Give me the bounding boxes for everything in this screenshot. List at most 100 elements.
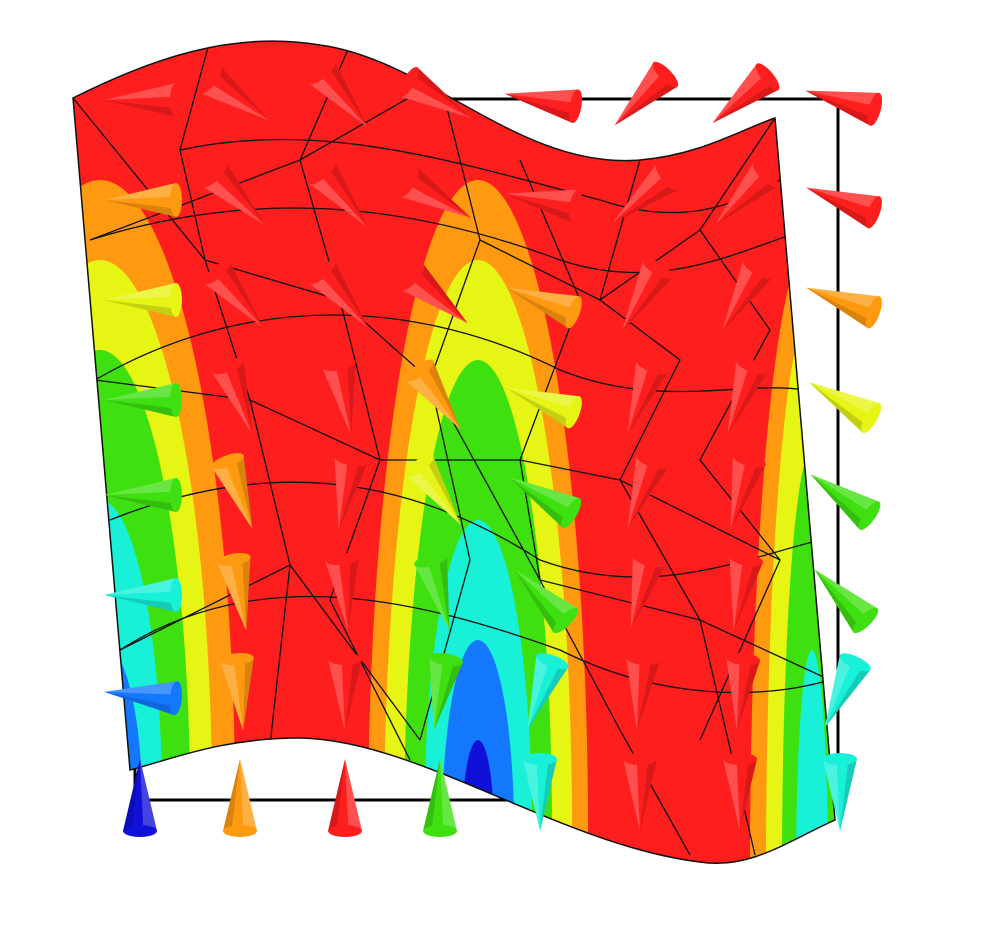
mesh-line [299,44,411,761]
vector-arrow-cone [308,60,369,128]
cone-highlight [623,759,640,831]
cone-highlight [506,387,580,410]
cone-highlight [523,759,540,831]
cone-highlight [104,681,178,695]
cone-shade [215,65,270,121]
cone-base [216,552,251,567]
cone-shade [417,263,468,324]
vector-arrow-cone [104,383,182,417]
vector-arrow-cone [328,759,362,837]
vector-arrow-cone [423,759,457,837]
cone-base [201,161,228,188]
vector-arrow-cone [622,258,674,332]
cone-base [324,553,359,566]
cone-base [742,258,774,279]
cone-shade [504,193,574,223]
vector-arrow-cone [614,61,679,126]
cone-highlight [726,657,740,731]
vector-arrow-cone [405,359,461,430]
cone-highlight [727,360,750,434]
mesh-line [119,564,421,741]
vector-arrow-cone [806,187,882,229]
vector-arrow-cone [504,189,583,224]
cone-body [627,455,669,529]
cone-body [400,67,472,118]
cone-highlight [805,90,880,107]
cone-highlight [104,383,176,400]
vector-arrow-cone [328,653,362,731]
vector-arrow-cone [199,65,270,121]
cone-highlight [612,163,666,224]
contour-band-cyan [796,649,828,864]
vector-arrow-cone [400,263,468,324]
cone-body [414,555,450,630]
cone-base [223,825,257,837]
vector-arrow-cone [527,653,569,729]
cone-shade [223,759,240,831]
cone-body [104,383,176,417]
cone-shade [328,161,369,228]
cone-base [652,61,679,88]
cone-base [823,753,857,765]
cone-base [565,296,582,329]
cone-body [810,474,880,530]
cone-body [104,183,176,217]
vector-arrow-cone [429,652,464,731]
cone-shade [243,657,254,731]
cone-shade [438,555,450,630]
cone-base [170,83,182,117]
cone-body [726,657,761,731]
cone-shade [640,759,657,831]
vector-arrow-cone [398,166,472,218]
cone-highlight [308,174,369,228]
cone-shade [223,261,264,328]
cone-base [429,652,464,667]
mesh-line [89,207,791,274]
cone-body [808,382,880,433]
cone-highlight [806,287,880,310]
mesh-line [479,229,701,301]
vector-arrow-cone [729,552,764,631]
vector-arrow-cone [216,552,251,631]
mesh-line [89,79,441,241]
cone-base [867,92,883,126]
cone-shade [730,462,766,530]
cone-shade [506,387,571,429]
vector-arrow-cone [414,552,450,630]
vector-arrow-cone [727,358,769,434]
cone-shade [104,400,176,417]
mesh-line [599,159,756,856]
cone-shade [235,455,253,529]
vector-arrow-cone [730,452,766,530]
vector-arrow-cone [104,183,182,217]
cone-base [858,501,881,530]
cone-highlight [508,477,580,511]
cone-highlight [240,759,257,831]
cone-highlight [202,176,266,226]
cone-body [324,557,359,631]
cone-base [568,89,583,124]
cone-highlight [722,260,756,332]
cone-base [732,452,766,468]
cone-base [726,653,761,666]
cone-body [630,555,666,630]
cone-body [211,455,253,529]
cone-base [219,653,254,666]
cone-body [824,655,871,728]
vector-arrow-cone [805,90,883,126]
cone-highlight [328,659,345,731]
cone-base [636,358,669,375]
cone-shade [220,162,266,226]
vector-arrow-cone [626,653,661,731]
cone-shade [328,261,369,328]
cone-shade [104,100,176,117]
vector-arrow-cone [814,569,879,634]
vector-arrow-cone [123,759,157,837]
cone-shade [328,61,369,128]
cone-body [722,260,773,332]
cone-body [506,387,580,429]
cone-highlight [211,462,253,529]
cone-body [328,759,362,831]
cone-base [536,653,569,670]
cone-shade [104,300,176,317]
